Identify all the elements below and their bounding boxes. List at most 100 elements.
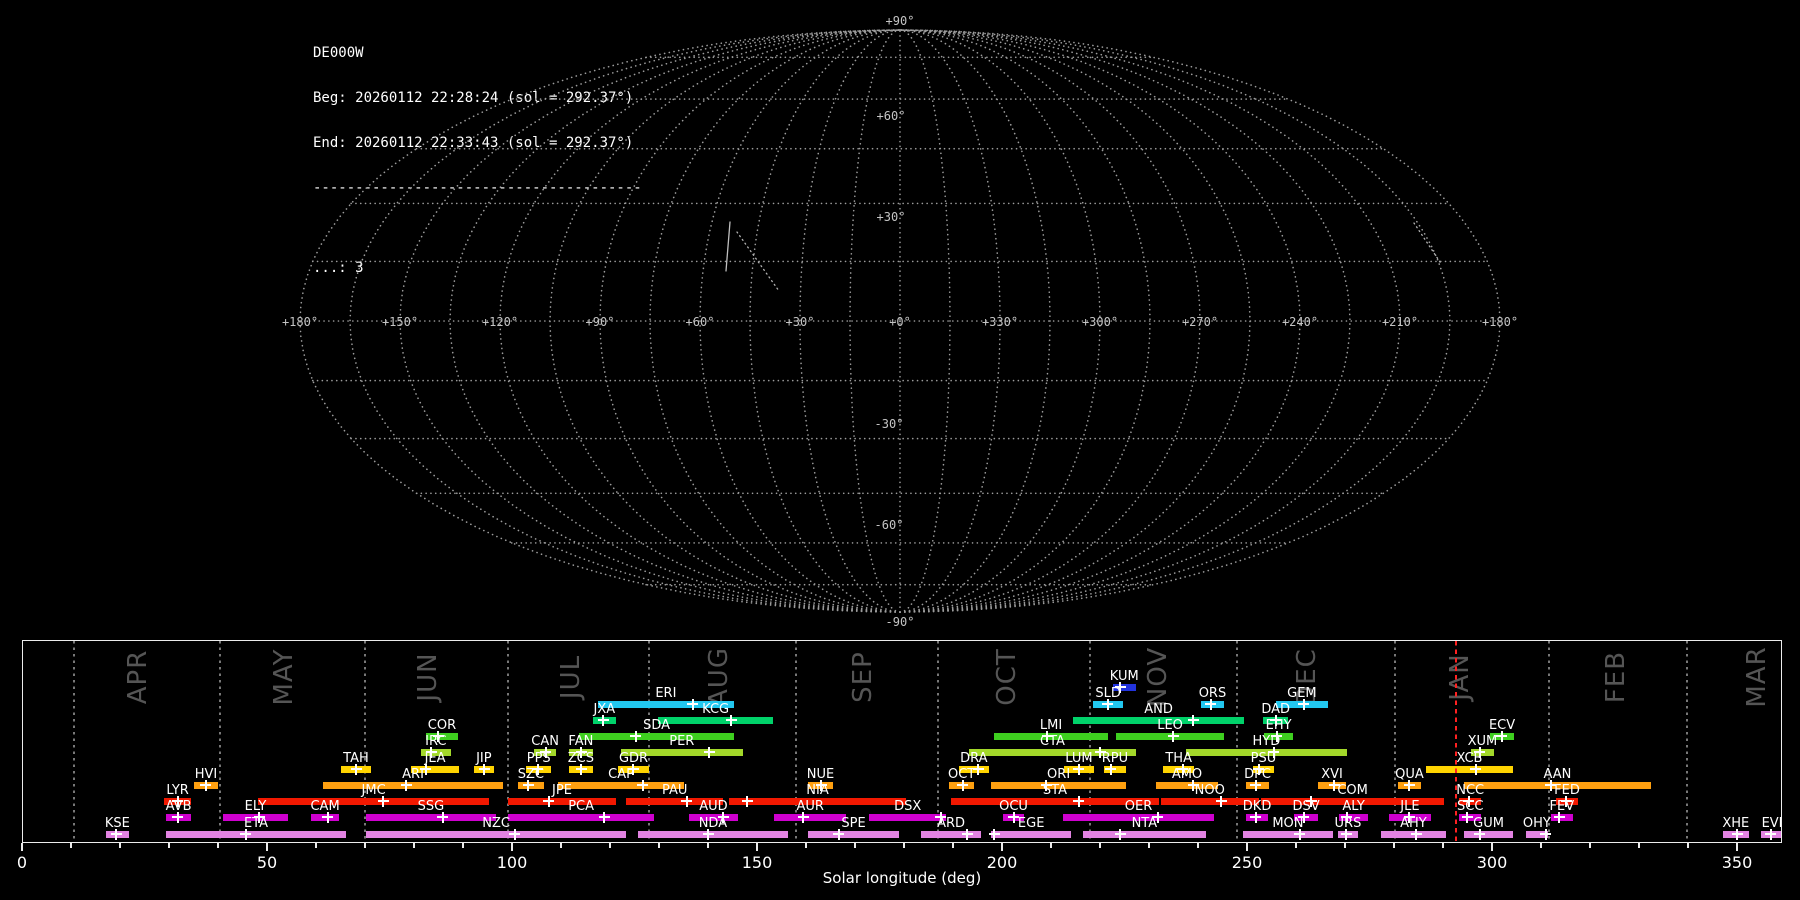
peak-marker <box>1470 763 1482 775</box>
peak-marker <box>1187 714 1199 726</box>
peak-marker <box>420 763 432 775</box>
peak-marker <box>687 698 699 710</box>
peak-marker <box>833 828 845 840</box>
shower-bar-sda <box>579 732 734 740</box>
shower-code-label: MON <box>1272 815 1304 831</box>
peak-marker <box>1560 795 1572 807</box>
peak-marker <box>478 763 490 775</box>
peak-marker <box>1545 779 1557 791</box>
peak-marker <box>172 795 184 807</box>
shower-code-label: JEA <box>424 750 446 766</box>
axis-minor-tick <box>462 843 464 848</box>
shower-code-label: AUD <box>699 798 728 814</box>
month-label: MAR <box>1742 646 1773 708</box>
longitude-label: +0° <box>889 315 911 329</box>
peak-marker <box>1008 811 1020 823</box>
shower-code-label: XHE <box>1722 815 1750 831</box>
shower-bar-cap <box>558 781 684 789</box>
longitude-label: +90° <box>586 315 615 329</box>
shower-code-label: HVI <box>194 766 218 782</box>
shower-code-label: EGE <box>1017 815 1045 831</box>
peak-marker <box>1540 828 1552 840</box>
month-label: OCT <box>992 648 1023 706</box>
shower-code-label: KUM <box>1109 668 1139 684</box>
shower-code-label: AVB <box>165 798 192 814</box>
shower-code-label: SPE <box>841 815 866 831</box>
axis-major-tick <box>511 843 513 851</box>
axis-minor-tick <box>70 843 72 848</box>
shower-code-label: PPS <box>526 750 551 766</box>
peak-marker <box>1496 730 1508 742</box>
shower-code-label: LUM <box>1065 750 1093 766</box>
peak-marker <box>540 746 552 758</box>
axis-tick-label: 300 <box>1476 853 1508 872</box>
month-divider <box>936 641 939 842</box>
observation-header: DE000W Beg: 20260112 22:28:24 (sol = 292… <box>313 16 642 306</box>
axis-major-tick <box>1246 843 1248 851</box>
axis-minor-tick <box>1344 843 1346 848</box>
shower-bar-jpe <box>508 797 616 805</box>
shower-bar-cta <box>969 748 1136 756</box>
peak-marker <box>702 828 714 840</box>
shower-code-label: GDR <box>618 750 649 766</box>
shower-bar-nia <box>729 797 906 805</box>
peak-marker <box>1040 779 1052 791</box>
peak-marker <box>1305 795 1317 807</box>
shower-bar-xcb <box>1425 765 1514 773</box>
shower-code-label: JIP <box>476 750 492 766</box>
shower-bar-aud <box>688 813 738 821</box>
shower-bar-aur <box>774 813 847 821</box>
shower-code-label: DPC <box>1244 766 1272 782</box>
longitude-label: +240° <box>1282 315 1318 329</box>
shower-bar-pau <box>626 797 724 805</box>
axis-minor-tick <box>854 843 856 848</box>
shower-code-label: PAU <box>661 782 688 798</box>
shower-code-label: EVI <box>1761 815 1782 831</box>
axis-tick-label: 250 <box>1231 853 1263 872</box>
axis-major-tick <box>1001 843 1003 851</box>
latitude-label: +60° <box>877 109 906 123</box>
shower-code-label: SDA <box>643 717 671 733</box>
shower-code-label: OCT <box>947 766 976 782</box>
peak-marker <box>1041 730 1053 742</box>
peak-marker <box>637 779 649 791</box>
peak-marker <box>961 828 973 840</box>
shower-code-label: DSV <box>1292 798 1320 814</box>
axis-major-tick <box>1736 843 1738 851</box>
shower-code-label: FED <box>1554 782 1580 798</box>
peak-marker <box>200 779 212 791</box>
peak-marker <box>1250 779 1262 791</box>
axis-major-tick <box>756 843 758 851</box>
peak-marker <box>1340 828 1352 840</box>
peak-marker <box>543 795 555 807</box>
peak-marker <box>400 779 412 791</box>
shower-code-label: NTA <box>1131 815 1158 831</box>
peak-marker <box>1177 763 1189 775</box>
current-solar-longitude-line <box>1454 641 1457 842</box>
shower-bar-aan <box>1464 781 1651 789</box>
shower-code-label: NZC <box>482 815 510 831</box>
month-divider <box>1547 641 1550 842</box>
peak-marker <box>240 828 252 840</box>
axis-minor-tick <box>1148 843 1150 848</box>
month-divider <box>72 641 75 842</box>
shower-code-label: EHY <box>1265 717 1292 733</box>
longitude-label: +270° <box>1182 315 1218 329</box>
sky-grid-meridian <box>749 29 901 613</box>
shower-code-label: AUR <box>796 798 824 814</box>
peak-marker <box>597 714 609 726</box>
shower-code-label: CAP <box>608 766 634 782</box>
axis-minor-tick <box>805 843 807 848</box>
peak-marker <box>1215 795 1227 807</box>
sky-grid-meridian <box>899 29 1451 613</box>
month-divider <box>1686 641 1689 842</box>
axis-tick-label: 50 <box>256 853 278 872</box>
peak-marker <box>717 811 729 823</box>
peak-marker <box>172 811 184 823</box>
shower-code-label: ELY <box>244 798 267 814</box>
shower-code-label: AND <box>1144 701 1173 717</box>
end-time: End: 20260112 22:33:43 (sol = 292.37°) <box>313 135 634 151</box>
shower-code-label: LYR <box>166 782 189 798</box>
sky-grid-meridian <box>899 29 951 613</box>
month-label: JUN <box>413 652 444 702</box>
